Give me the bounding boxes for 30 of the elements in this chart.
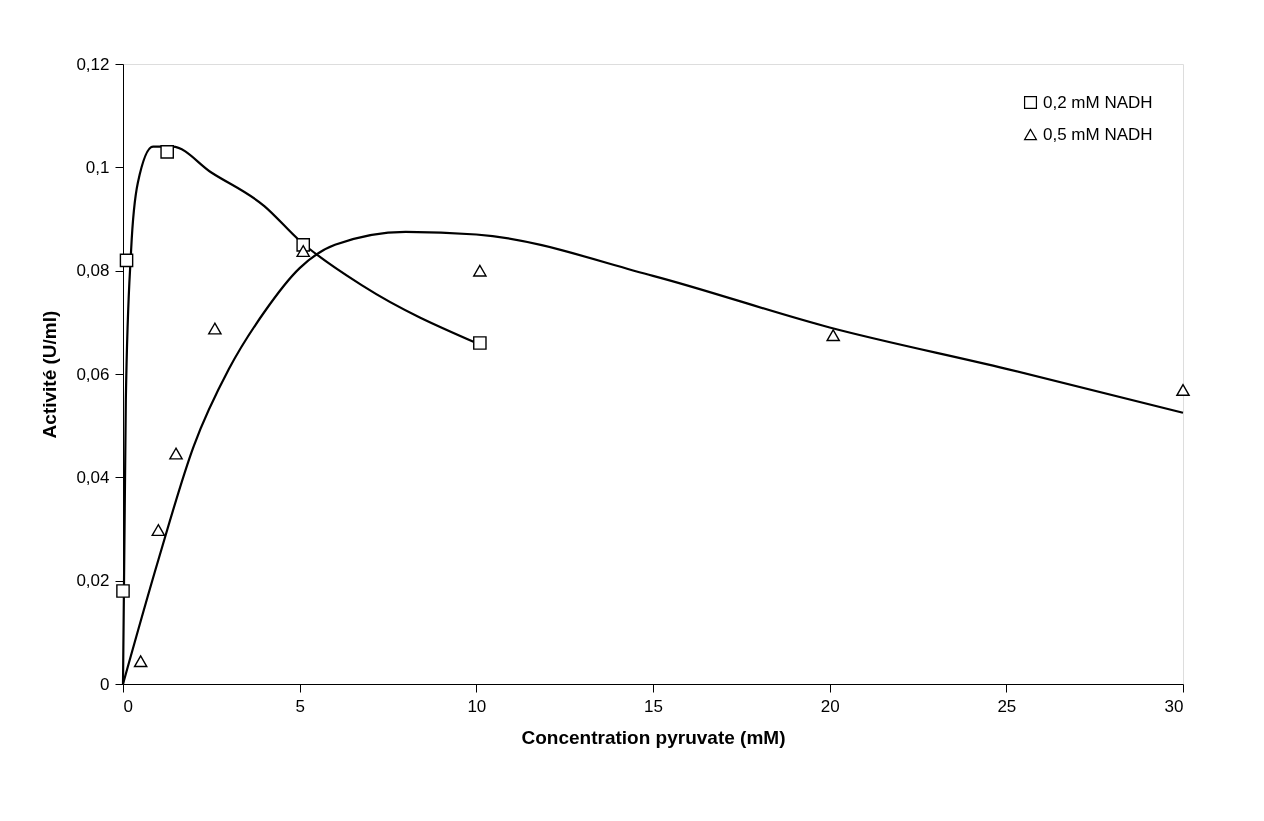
y-axis-title: Activité (U/ml)	[39, 310, 61, 439]
x-tick-label: 5	[295, 696, 305, 716]
point	[169, 447, 183, 460]
x-tick-label: 15	[644, 696, 663, 716]
y-tick-label: 0,12	[76, 54, 110, 74]
point	[826, 329, 841, 342]
y-tick-label: 0,1	[85, 157, 110, 177]
y-tick-label: 0,04	[76, 467, 110, 487]
point	[473, 264, 487, 277]
y-tick-label: 0	[100, 674, 110, 694]
y-tick-label: 0,06	[76, 364, 110, 384]
legend-label: 0,5 mM NADH	[1043, 124, 1153, 144]
point	[133, 655, 148, 668]
y-tick-label: 0,02	[76, 571, 110, 591]
x-tick-label: 0	[123, 696, 133, 716]
point	[208, 322, 222, 335]
point	[473, 336, 487, 350]
x-axis-title: Concentration pyruvate (mM)	[521, 726, 786, 748]
x-tick-label: 10	[467, 696, 487, 716]
y-tick-label: 0,08	[76, 261, 110, 281]
point	[116, 584, 130, 598]
point	[160, 145, 174, 159]
point	[151, 524, 166, 537]
x-tick-label: 30	[1164, 696, 1184, 716]
point	[296, 245, 311, 258]
x-tick-label: 20	[820, 696, 840, 716]
point	[1176, 384, 1190, 397]
legend-label: 0,2 mM NADH	[1043, 92, 1153, 112]
x-tick-label: 25	[997, 696, 1017, 716]
point	[119, 253, 134, 268]
